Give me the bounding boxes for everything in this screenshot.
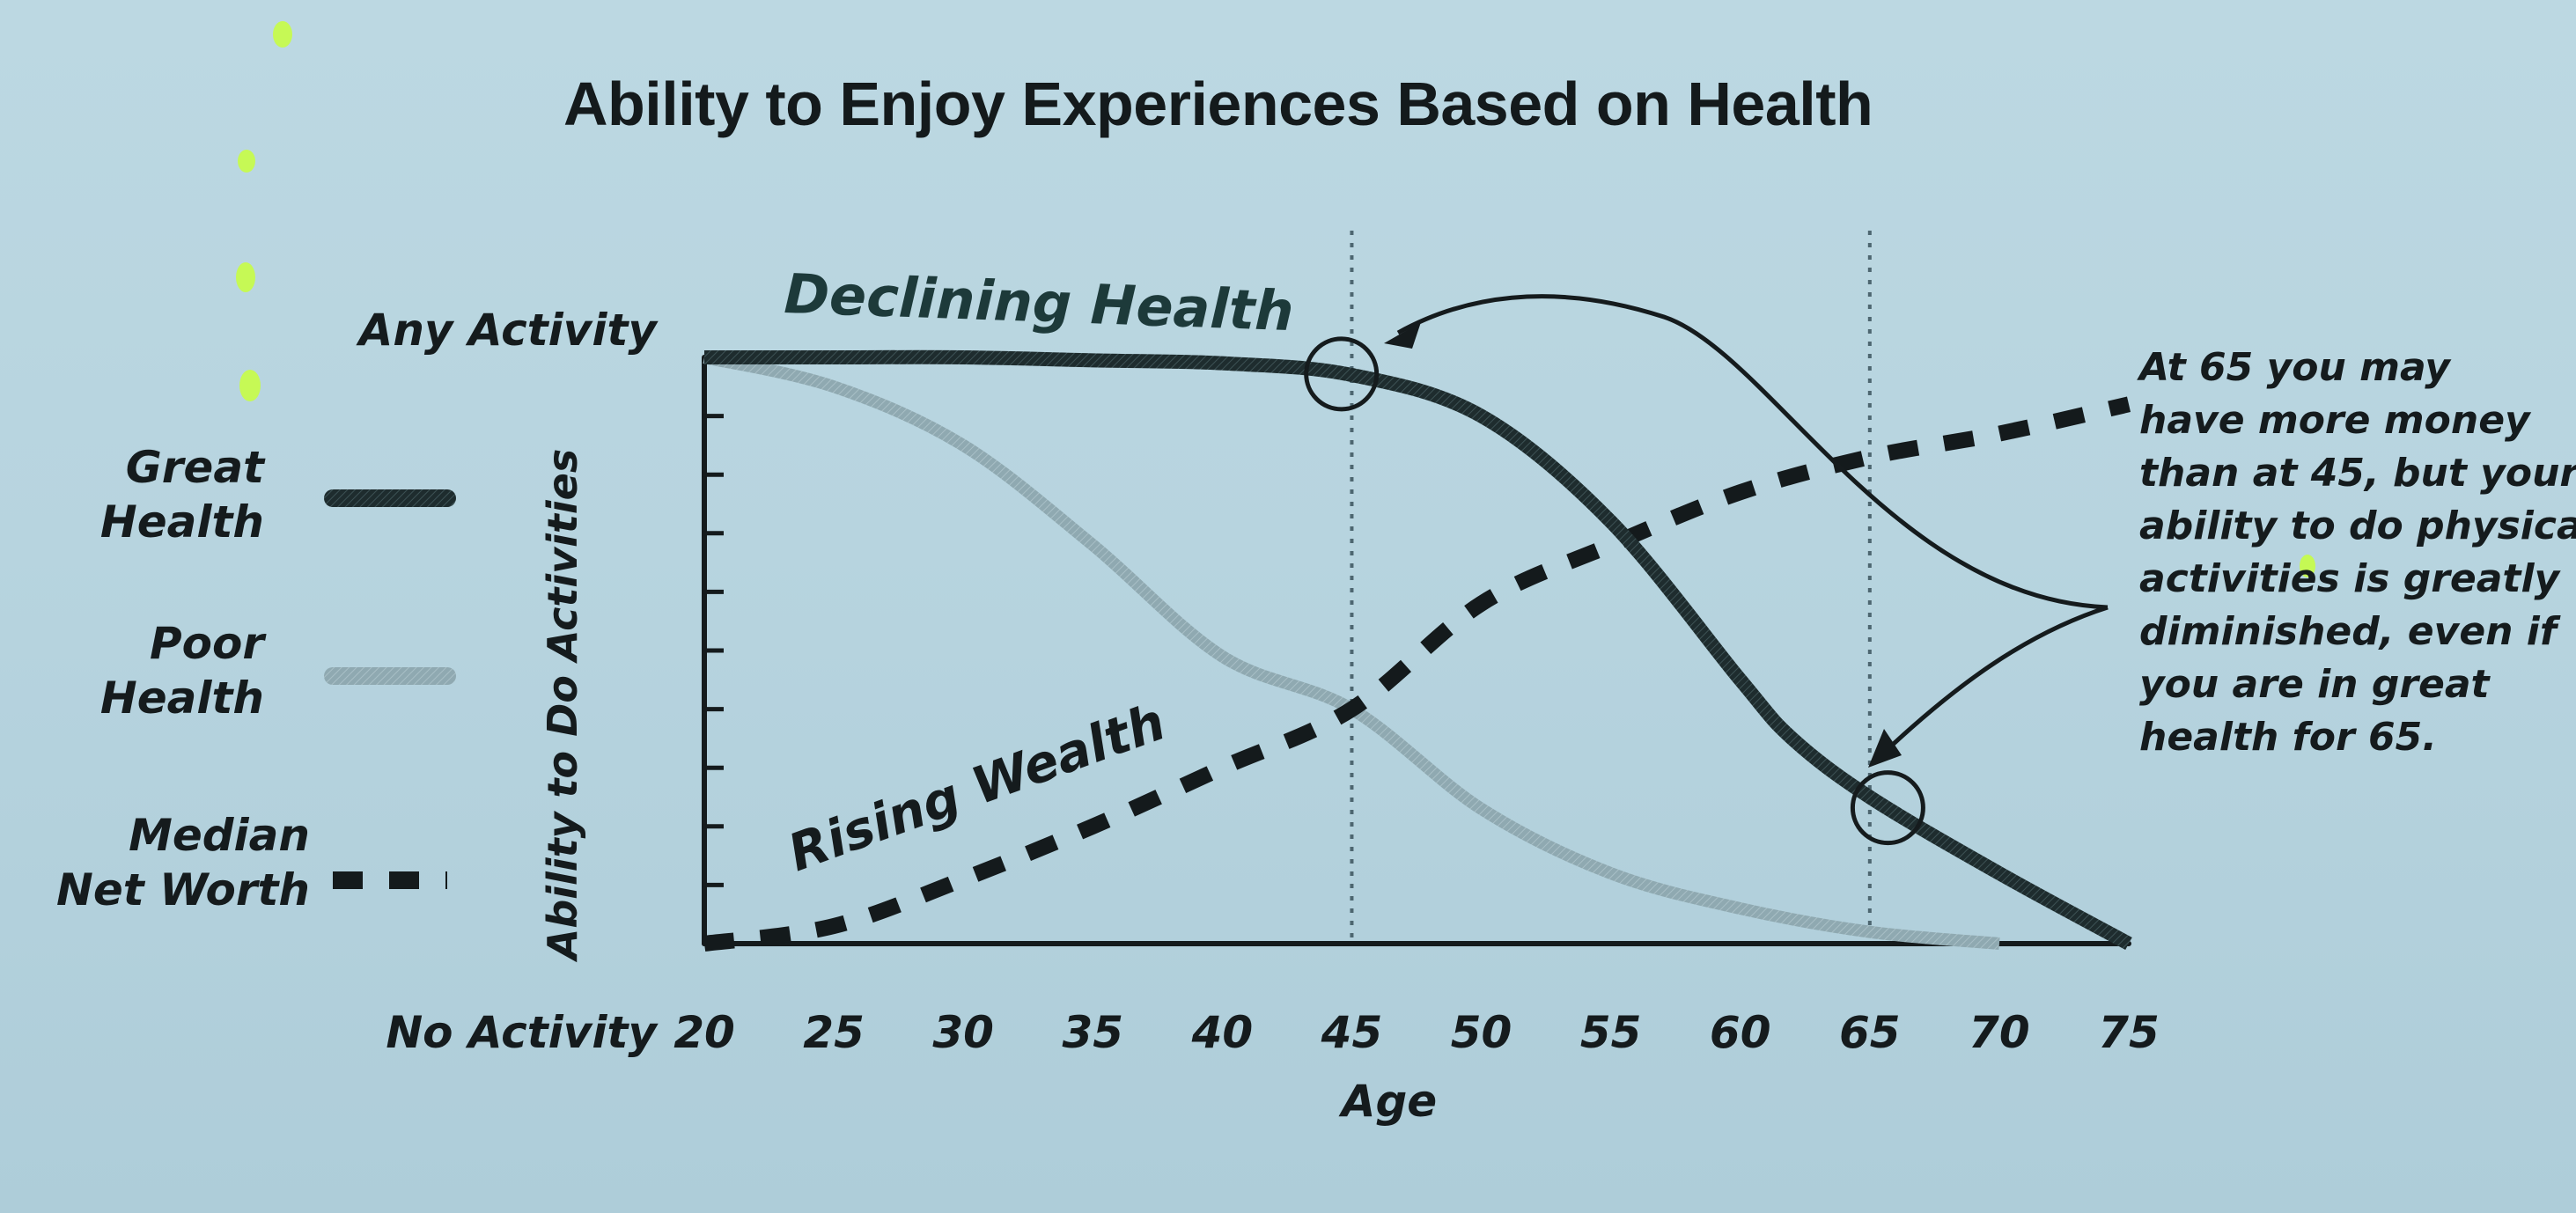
y-axis-label: Ability to Do Activities [539,449,586,963]
note-line: ability to do physical [2139,504,2576,548]
annotation-note: At 65 you may have more money than at 45… [2139,342,2576,764]
highlight-mark [273,21,292,48]
note-line: activities is greatly [2139,556,2560,601]
legend-label-median-net-worth: Median Net Worth [56,810,310,915]
x-tick-label: 70 [1969,1007,2030,1058]
legend-label-great-health: Great Health [99,442,264,548]
highlight-mark [238,150,255,173]
note-line: At 65 you may [2139,345,2450,390]
callout-arrow-65 [1882,605,2109,754]
note-line: diminished, even if [2139,609,2558,654]
callout-arrow-45 [1396,294,2109,610]
x-tick-label: 75 [2098,1007,2160,1058]
x-tick-label: 55 [1580,1007,1642,1058]
annotation-rising-wealth: Rising Wealth [781,691,1174,883]
highlight-mark [2300,555,2315,577]
x-tick-labels: 20 25 30 35 40 45 50 55 60 65 70 75 [673,1007,2160,1058]
chart-title: Ability to Enjoy Experiences Based on He… [563,70,1873,138]
callout-arrowhead-45 [1384,322,1421,349]
x-axis-label: Age [1338,1076,1437,1127]
note-line: have more money [2139,398,2530,443]
callout-arrowhead-65 [1868,729,1902,768]
x-tick-label: 45 [1321,1007,1383,1058]
callout-circle-65 [1850,770,1925,846]
reference-lines [1350,231,1872,944]
x-tick-label: 30 [932,1007,994,1058]
series-great-health [704,349,2132,951]
highlight-mark [236,262,255,292]
x-tick-label: 65 [1839,1007,1901,1058]
series-layer [703,349,2132,952]
highlight-mark [239,370,261,401]
note-line: than at 45, but your [2139,451,2576,496]
callout-circle-45 [1304,336,1380,412]
x-tick-label: 50 [1451,1007,1512,1058]
y-top-label: Any Activity [356,305,659,356]
note-line: you are in great [2139,662,2490,707]
x-tick-label: 35 [1062,1007,1123,1058]
y-bottom-label: No Activity [386,1007,659,1058]
note-line: health for 65. [2139,715,2437,760]
series-median-net-worth [703,396,2131,952]
annotation-declining-health: Declining Health [783,261,1294,343]
x-tick-label: 25 [803,1007,865,1058]
x-tick-label: 40 [1191,1007,1254,1058]
legend-label-poor-health: Poor Health [99,618,264,724]
callouts [1304,294,2109,846]
x-tick-label: 20 [673,1007,735,1058]
x-tick-label: 60 [1710,1007,1771,1058]
